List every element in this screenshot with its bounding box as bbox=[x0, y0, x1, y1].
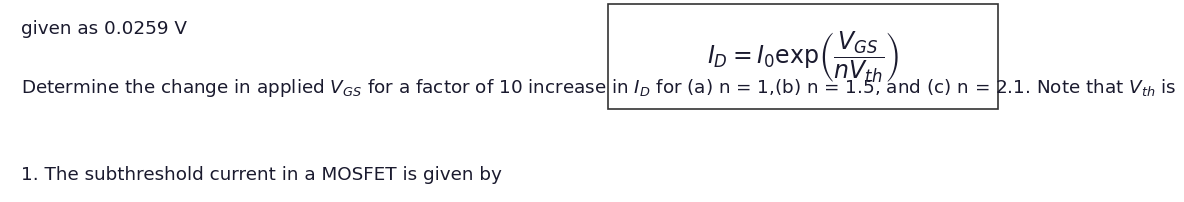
Text: Determine the change in applied $V_{GS}$ for a factor of 10 increase in $I_D$ fo: Determine the change in applied $V_{GS}$… bbox=[21, 77, 1177, 99]
Text: given as 0.0259 V: given as 0.0259 V bbox=[21, 20, 187, 38]
Text: 1. The subthreshold current in a MOSFET is given by: 1. The subthreshold current in a MOSFET … bbox=[21, 166, 502, 184]
Text: $I_D = I_0 \exp\!\left(\dfrac{V_{GS}}{nV_{th}}\right)$: $I_D = I_0 \exp\!\left(\dfrac{V_{GS}}{nV… bbox=[707, 29, 899, 85]
Bar bbox=[609, 5, 998, 109]
